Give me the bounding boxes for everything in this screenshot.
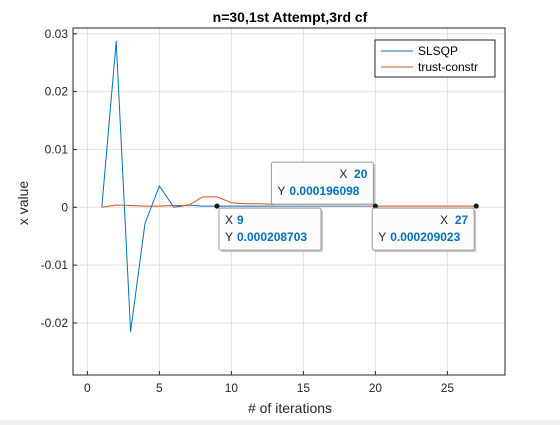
y-tick-label: -0.02 bbox=[41, 316, 69, 330]
datatip[interactable]: 20 X Y 0.000196098 bbox=[270, 161, 376, 207]
datatip-x-label: X bbox=[339, 167, 347, 181]
x-axis-label: # of iterations bbox=[248, 400, 332, 416]
ticks: 0 5 10 15 20 25 -0.02 -0.01 0 0.01 0.02 0.03 bbox=[41, 27, 455, 395]
x-tick-label: 10 bbox=[225, 381, 239, 395]
legend-label: SLSQP bbox=[418, 44, 458, 58]
datatip-x-value: 27 bbox=[455, 213, 469, 227]
chart-title: n=30,1st Attempt,3rd cf bbox=[213, 9, 368, 25]
datatip-y-label: Y bbox=[225, 230, 233, 244]
datatip-marker[interactable] bbox=[372, 203, 378, 209]
datatip-y-value: 0.000208703 bbox=[237, 230, 307, 244]
y-tick-label: 0 bbox=[61, 200, 68, 214]
datatip-y-label: Y bbox=[277, 184, 285, 198]
datatip[interactable]: X 9Y 0.000208703 bbox=[218, 207, 323, 253]
datatip-box bbox=[270, 161, 374, 205]
datatip-box bbox=[218, 207, 322, 251]
y-axis-label: x value bbox=[15, 181, 31, 226]
x-tick-label: 20 bbox=[369, 381, 383, 395]
y-tick-label: -0.01 bbox=[41, 258, 69, 272]
x-tick-label: 25 bbox=[441, 381, 455, 395]
datatip-box bbox=[371, 207, 475, 251]
legend-label: trust-constr bbox=[418, 60, 478, 74]
y-tick-label: 0.02 bbox=[45, 85, 69, 99]
datatip-x-label: X bbox=[440, 213, 448, 227]
datatip-y-label: Y bbox=[378, 230, 386, 244]
y-tick-label: 0.03 bbox=[45, 27, 69, 41]
datatip-marker[interactable] bbox=[473, 203, 479, 209]
datatip[interactable]: 27 X Y 0.000209023 bbox=[371, 207, 477, 253]
datatip-y-value: 0.000196098 bbox=[289, 184, 359, 198]
datatip-marker[interactable] bbox=[214, 203, 220, 209]
x-tick-label: 0 bbox=[84, 381, 91, 395]
x-tick-label: 15 bbox=[297, 381, 311, 395]
legend-box bbox=[374, 39, 496, 78]
datatip-x-value: 9 bbox=[237, 213, 244, 227]
datatip-y-value: 0.000209023 bbox=[390, 230, 460, 244]
y-tick-label: 0.01 bbox=[45, 142, 69, 156]
datatip-x-label: X bbox=[225, 213, 233, 227]
x-tick-label: 5 bbox=[156, 381, 163, 395]
datatip-x-value: 20 bbox=[354, 167, 368, 181]
legend[interactable]: SLSQP trust-constr bbox=[374, 39, 496, 78]
axes-box bbox=[72, 27, 506, 376]
